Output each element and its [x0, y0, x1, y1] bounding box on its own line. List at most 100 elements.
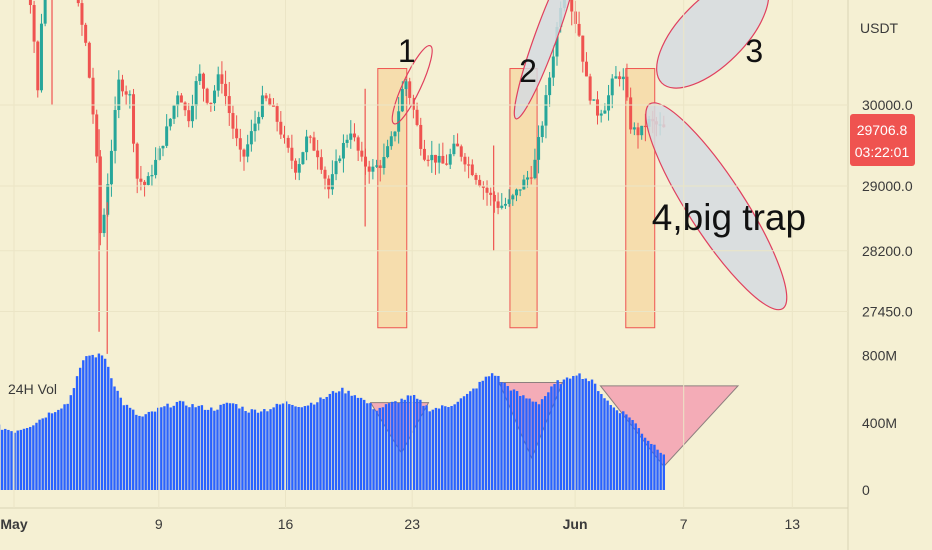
volume-bar — [4, 428, 7, 490]
candle-body — [286, 137, 290, 148]
volume-bar — [472, 388, 475, 490]
candle-body — [614, 76, 618, 79]
volume-bar — [366, 403, 369, 490]
candle-body — [378, 165, 382, 168]
volume-bar — [525, 398, 528, 490]
candle-body — [161, 145, 165, 149]
volume-bar — [581, 378, 584, 490]
candle-body — [36, 41, 40, 91]
candle-body — [389, 136, 393, 147]
volume-bar — [515, 391, 519, 490]
volume-bar — [78, 367, 82, 490]
volume-bar — [590, 379, 594, 490]
volume-bar — [91, 354, 94, 490]
volume-bar — [32, 425, 35, 490]
candle-body — [323, 169, 327, 179]
candle-body — [445, 163, 449, 165]
volume-bar — [178, 400, 182, 490]
volume-bar — [422, 405, 425, 490]
volume-bar — [113, 386, 116, 490]
volume-tick-label: 0 — [862, 482, 870, 498]
volume-bar — [618, 413, 622, 490]
candle-body — [312, 137, 316, 151]
candle-body — [117, 79, 121, 111]
volume-bar — [643, 437, 647, 490]
candle-body — [290, 147, 294, 161]
volume-bar — [587, 381, 591, 490]
volume-title: 24H Vol — [8, 381, 57, 397]
volume-bar — [238, 408, 241, 490]
volume-bar — [22, 428, 26, 490]
candle-body — [485, 187, 489, 193]
volume-bar — [50, 413, 54, 490]
candle-body — [518, 189, 522, 191]
volume-bar — [540, 399, 544, 490]
candle-body — [640, 125, 644, 136]
volume-bar — [288, 404, 291, 490]
candle-body — [526, 177, 530, 180]
volume-bar — [506, 386, 509, 490]
candle-body — [503, 203, 507, 206]
candle-body — [456, 143, 460, 147]
time-tick-label: 9 — [155, 516, 163, 532]
candle-body — [514, 189, 518, 196]
candle-body — [260, 95, 264, 118]
volume-bar — [303, 406, 307, 490]
volume-bar — [394, 401, 397, 490]
volume-bar — [247, 412, 250, 490]
volume-bar — [188, 407, 191, 490]
volume-bar — [241, 406, 244, 490]
candle-body — [621, 76, 625, 80]
volume-bar — [325, 396, 328, 490]
volume-bar — [416, 398, 419, 490]
volume-bar — [153, 411, 157, 490]
volume-bar — [175, 401, 179, 490]
annotations-layer: 1 2 3 4,big trap — [398, 33, 806, 238]
candle-body — [319, 157, 323, 170]
candle-body — [404, 81, 408, 90]
candle-body — [607, 95, 611, 111]
volume-bar — [25, 428, 29, 490]
price-tick-label: 28200.0 — [862, 243, 913, 259]
candle-body — [548, 77, 552, 96]
candle-body — [411, 97, 415, 110]
volume-bar — [646, 440, 650, 490]
volume-bar — [568, 378, 572, 490]
volume-bar — [128, 407, 132, 490]
candle-body — [84, 24, 88, 43]
volume-bar — [391, 401, 394, 490]
candle-body — [235, 128, 239, 139]
candle-body — [308, 136, 312, 138]
candle-body — [463, 156, 467, 165]
candle-body — [275, 106, 279, 122]
volume-bar — [88, 355, 91, 490]
volume-bar — [66, 403, 69, 490]
candle-body — [492, 194, 496, 202]
volume-bar — [309, 402, 313, 490]
volume-bar — [291, 404, 294, 490]
candle-body — [238, 138, 242, 150]
candle-body — [426, 159, 430, 161]
volume-bar — [82, 360, 85, 490]
volume-bar — [384, 404, 388, 490]
candle-body — [316, 150, 320, 158]
volume-bar — [637, 428, 641, 490]
volume-bar — [387, 403, 391, 490]
volume-bar — [53, 412, 57, 490]
volume-bar — [353, 395, 357, 490]
last-price-tag[interactable]: 29706.8 03:22:01 — [850, 114, 915, 166]
candle-body — [349, 133, 353, 140]
volume-bar — [150, 411, 154, 490]
volume-bar — [119, 397, 122, 490]
candle-body — [249, 131, 253, 145]
volume-bar — [634, 423, 637, 490]
candle-body — [577, 23, 581, 36]
volume-bar — [375, 410, 378, 490]
volume-bar — [640, 433, 644, 490]
candle-body — [544, 95, 548, 126]
volume-bar — [47, 412, 51, 490]
candle-body — [327, 178, 331, 190]
volume-bar — [378, 407, 381, 490]
volume-bar — [441, 405, 444, 490]
